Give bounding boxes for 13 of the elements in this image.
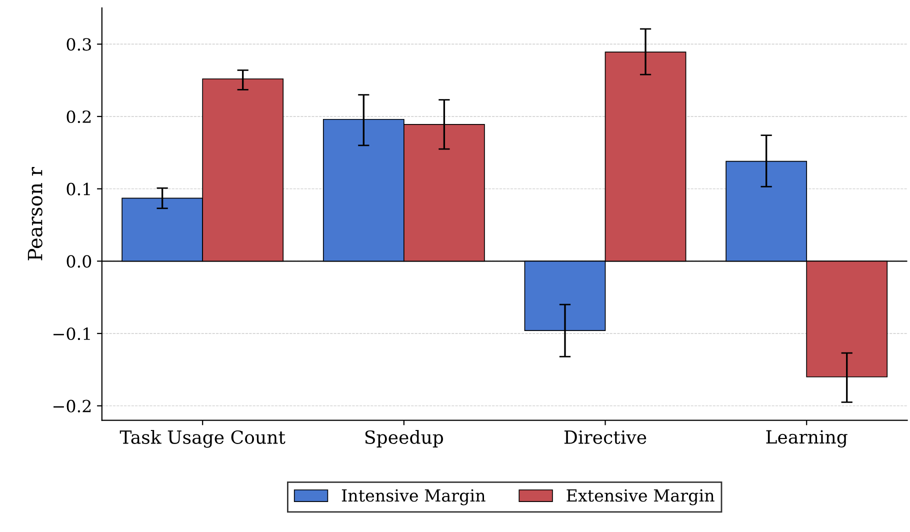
x-tick-label: Learning — [766, 430, 848, 448]
text: 0.3 — [66, 38, 91, 51]
y-axis-title: Pearson r — [28, 166, 42, 260]
y-tick-label: −0.1 — [53, 327, 90, 340]
legend-label: Intensive Margin — [342, 489, 486, 506]
y-tick-label: −0.2 — [53, 400, 91, 412]
text: 0.0 — [66, 255, 92, 268]
legend-label: Extensive Margin — [566, 489, 714, 506]
x-tick-label: Task Usage Count — [120, 430, 286, 448]
text: 0.2 — [66, 110, 91, 124]
text: 0.1 — [66, 182, 90, 196]
x-tick-label: Directive — [564, 430, 646, 444]
x-tick-label: Speedup — [365, 430, 444, 448]
